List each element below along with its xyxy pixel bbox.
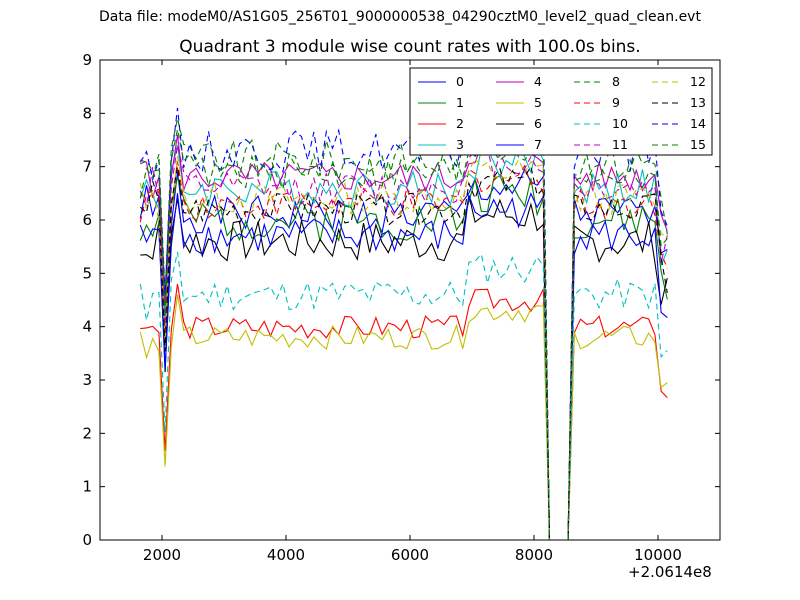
legend-label: 10 (612, 116, 628, 131)
y-tick-label: 8 (82, 104, 92, 122)
legend-label: 11 (612, 137, 628, 152)
legend-label: 12 (690, 74, 706, 89)
x-tick: 8000 (515, 60, 553, 564)
legend-box (409, 67, 713, 156)
y-tick: 7 (82, 158, 720, 176)
legend-label: 15 (690, 137, 706, 152)
legend-label: 6 (534, 116, 542, 131)
y-tick: 9 (82, 51, 720, 69)
y-tick-label: 7 (82, 158, 92, 176)
y-tick-label: 9 (82, 51, 92, 69)
legend-label: 13 (690, 95, 706, 110)
series-line-9 (139, 161, 668, 540)
legend-entry: 3 (418, 137, 464, 152)
legend-entry: 9 (574, 95, 620, 110)
legend-entry: 1 (418, 95, 464, 110)
series-line-4 (140, 134, 668, 540)
series-line-10 (139, 251, 668, 540)
legend-entry: 5 (496, 95, 542, 110)
y-tick: 6 (82, 211, 720, 229)
y-tick-label: 1 (82, 478, 92, 496)
y-tick-label: 6 (82, 211, 92, 229)
series-line-12 (139, 155, 668, 540)
series-line-5 (139, 294, 668, 540)
y-tick: 3 (82, 371, 720, 389)
y-tick-label: 0 (82, 531, 92, 549)
series-line-2 (140, 283, 668, 540)
legend-label: 0 (456, 74, 464, 89)
y-tick: 8 (82, 104, 720, 122)
series-line-15 (139, 126, 668, 540)
legend-entry: 0 (418, 74, 464, 89)
series-line-6 (140, 195, 668, 540)
series-line-3 (139, 142, 668, 540)
legend-label: 2 (456, 116, 464, 131)
legend-entry: 15 (652, 137, 706, 152)
legend-entry: 11 (574, 137, 628, 152)
legend-entry: 6 (496, 116, 542, 131)
series-line-7 (139, 192, 668, 540)
x-tick: 10000 (634, 60, 682, 564)
legend-label: 8 (612, 74, 620, 89)
x-tick: 4000 (267, 60, 305, 564)
x-tick: 6000 (391, 60, 429, 564)
x-tick-label: 8000 (515, 546, 553, 564)
series-line-0 (139, 168, 668, 540)
y-tick: 5 (82, 264, 720, 282)
y-tick-label: 5 (82, 264, 92, 282)
legend-label: 4 (534, 74, 542, 89)
figure-suptitle: Data file: modeM0/AS1G05_256T01_90000005… (99, 9, 701, 25)
legend-label: 9 (612, 95, 620, 110)
legend-label: 14 (690, 116, 706, 131)
x-tick-label: 4000 (267, 546, 305, 564)
y-tick-label: 4 (82, 318, 92, 336)
series-line-13 (139, 165, 668, 540)
legend-label: 5 (534, 95, 542, 110)
legend-entry: 14 (652, 116, 706, 131)
legend-entry: 7 (496, 137, 542, 152)
x-tick-label: 10000 (634, 546, 682, 564)
x-offset-label: +2.0614e8 (628, 563, 712, 581)
legend-label: 7 (534, 137, 542, 152)
legend-entry: 4 (496, 74, 542, 89)
legend-label: 1 (456, 95, 464, 110)
legend-entry: 13 (652, 95, 706, 110)
legend-entry: 10 (574, 116, 628, 131)
legend-entry: 8 (574, 74, 620, 89)
y-tick-label: 2 (82, 424, 92, 442)
chart-title: Quadrant 3 module wise count rates with … (179, 37, 641, 57)
legend-label: 3 (456, 137, 464, 152)
series-line-8 (140, 113, 668, 540)
series-line-1 (139, 174, 668, 540)
series-line-14 (139, 101, 668, 540)
x-tick: 2000 (143, 60, 181, 564)
x-tick-label: 2000 (143, 546, 181, 564)
legend-entry: 12 (652, 74, 706, 89)
y-tick-label: 3 (82, 371, 92, 389)
legend-entry: 2 (418, 116, 464, 131)
y-tick: 0 (82, 531, 720, 549)
x-tick-label: 6000 (391, 546, 429, 564)
y-tick: 1 (82, 478, 720, 496)
series-layer (139, 101, 668, 540)
y-tick: 2 (82, 424, 720, 442)
y-tick: 4 (82, 318, 720, 336)
